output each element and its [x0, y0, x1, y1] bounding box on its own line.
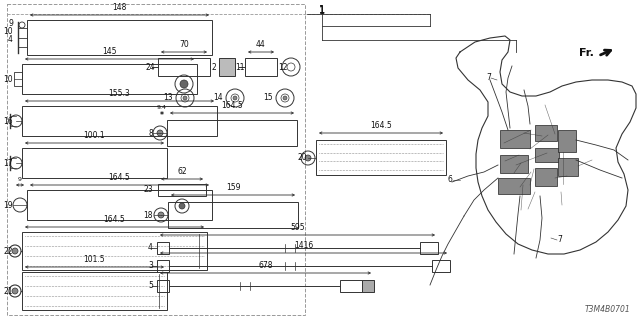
Circle shape	[183, 96, 187, 100]
Polygon shape	[558, 130, 576, 152]
Polygon shape	[558, 158, 578, 176]
Text: 62: 62	[177, 167, 187, 176]
Text: 22: 22	[3, 247, 13, 257]
Text: 3: 3	[148, 261, 153, 270]
Text: 1416: 1416	[294, 241, 313, 250]
Text: 11: 11	[235, 63, 244, 73]
Text: 101.5: 101.5	[84, 255, 106, 264]
Text: 24: 24	[145, 63, 155, 73]
Text: 164.5: 164.5	[109, 173, 131, 182]
Text: 148: 148	[112, 3, 127, 12]
Text: 155.3: 155.3	[109, 89, 131, 98]
Polygon shape	[362, 280, 374, 292]
Text: 10: 10	[3, 75, 13, 84]
Text: 13: 13	[163, 93, 173, 102]
Text: 9: 9	[18, 177, 22, 182]
Text: 44: 44	[256, 40, 266, 49]
Text: 23: 23	[143, 186, 153, 195]
Text: 164.5: 164.5	[370, 121, 392, 130]
Text: T3M4B0701: T3M4B0701	[584, 305, 630, 314]
Text: 9: 9	[8, 19, 13, 28]
Polygon shape	[498, 178, 530, 194]
Circle shape	[12, 248, 18, 254]
Text: 4: 4	[8, 35, 13, 44]
Polygon shape	[500, 155, 528, 173]
Text: 164.5: 164.5	[221, 101, 243, 110]
Text: 7: 7	[486, 74, 491, 83]
Text: 678: 678	[259, 261, 273, 270]
Text: 5: 5	[148, 282, 153, 291]
Text: 18: 18	[143, 211, 153, 220]
Text: 12: 12	[278, 63, 287, 73]
Text: 1: 1	[319, 5, 325, 15]
Circle shape	[158, 212, 164, 218]
Circle shape	[12, 288, 18, 294]
Polygon shape	[535, 148, 559, 162]
Circle shape	[283, 96, 287, 100]
Text: 4: 4	[148, 244, 153, 252]
Polygon shape	[219, 58, 235, 76]
Text: 7: 7	[557, 236, 562, 244]
Text: 19: 19	[3, 201, 13, 210]
Text: 8: 8	[148, 129, 153, 138]
Text: 1: 1	[319, 5, 325, 15]
Polygon shape	[535, 125, 557, 141]
Text: Fr.: Fr.	[579, 48, 594, 58]
Circle shape	[157, 130, 163, 136]
Text: 17: 17	[3, 158, 13, 167]
Text: 100.1: 100.1	[84, 131, 106, 140]
Circle shape	[179, 203, 185, 209]
Polygon shape	[500, 130, 530, 148]
Text: 10: 10	[3, 27, 13, 36]
Circle shape	[305, 155, 311, 161]
Text: 1: 1	[319, 6, 325, 16]
Text: 159: 159	[226, 183, 240, 192]
Text: 70: 70	[179, 40, 189, 49]
Text: 164.5: 164.5	[104, 215, 125, 224]
Text: 6: 6	[447, 175, 452, 185]
Text: 16: 16	[3, 116, 13, 125]
Circle shape	[180, 80, 188, 88]
Text: 2: 2	[212, 63, 217, 73]
Text: 595: 595	[290, 223, 305, 232]
Text: 21: 21	[3, 287, 13, 297]
Text: 15: 15	[264, 93, 273, 102]
Text: 14: 14	[213, 93, 223, 102]
Circle shape	[233, 96, 237, 100]
Text: 20: 20	[297, 154, 307, 163]
Text: 9.4: 9.4	[157, 105, 167, 110]
Text: 145: 145	[102, 47, 116, 56]
Polygon shape	[535, 168, 557, 186]
